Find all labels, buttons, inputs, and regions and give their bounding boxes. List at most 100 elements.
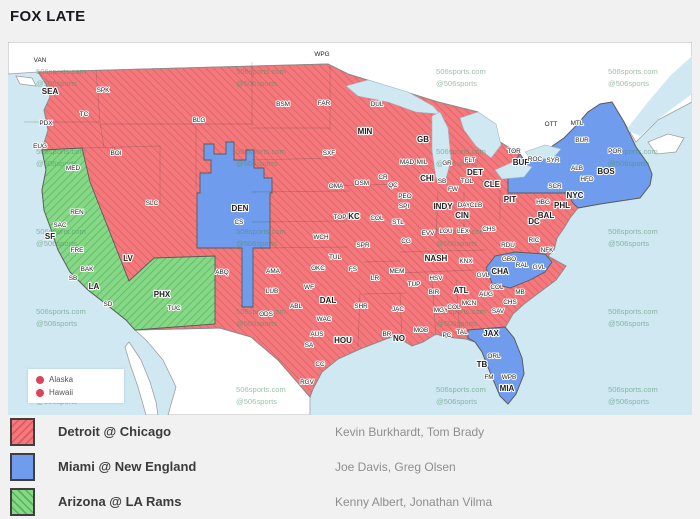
watermark-text: 506sports.com@506sports xyxy=(608,147,658,168)
legend-swatch xyxy=(10,488,35,516)
map-label-jax: JAX xyxy=(483,329,499,338)
map-label-spi: SPI xyxy=(399,203,410,210)
map-label-syr: SYR xyxy=(546,157,560,164)
red-dot-icon xyxy=(36,388,44,397)
map-label-col: COL xyxy=(447,304,461,311)
game-label: Arizona @ LA Rams xyxy=(58,494,182,509)
legend-swatch xyxy=(10,418,35,446)
map-label-sea: SEA xyxy=(42,87,59,96)
map-label-mil: MIL xyxy=(417,159,428,166)
map-label-stl: STL xyxy=(392,219,404,226)
watermarks: 506sports.com @506sports 506sports.com @506… xyxy=(36,67,658,406)
inset-label: Hawaii xyxy=(49,388,74,397)
map-label-tc: TC xyxy=(80,111,89,118)
map-label-rdu: RDU xyxy=(501,242,515,249)
map-label-slc: SLC xyxy=(146,200,159,207)
map-label-lou: LOU xyxy=(439,228,453,235)
map-label-alb: ALB xyxy=(571,165,583,172)
map-label-far: FAR xyxy=(318,100,331,107)
map-label-spk: SPK xyxy=(97,87,111,94)
map-label-mcn: MCN xyxy=(462,300,477,307)
map-label-tup: TUP xyxy=(408,281,421,288)
map-label-shr: SHR xyxy=(354,303,368,310)
map-label-chi: CHI xyxy=(420,174,434,183)
map-label-fm: FM xyxy=(484,374,493,381)
map-label-evv: EVV xyxy=(422,230,436,237)
map-label-sf: SF xyxy=(45,232,55,241)
map-label-den: DEN xyxy=(232,204,249,213)
map-label-cr: CR xyxy=(378,174,388,181)
map-label-peo: PEO xyxy=(398,193,412,200)
map-label-lub: LUB xyxy=(266,288,278,295)
map-label-mem: MEM xyxy=(390,268,405,275)
map-label-dul: DUL xyxy=(371,101,384,108)
announcers-label: Joe Davis, Greg Olsen xyxy=(335,460,456,474)
map-label-bal: BAL xyxy=(538,211,555,220)
map-label-min: MIN xyxy=(358,127,373,136)
inset-row-hawaii: Hawaii xyxy=(36,386,124,399)
region-miami-newengland xyxy=(196,101,653,405)
map-label-wf: WF xyxy=(304,284,314,291)
map-label-nash: NASH xyxy=(425,254,448,263)
map-label-dc: DC xyxy=(528,217,540,226)
watermark-text: 506sports.com@506sports xyxy=(436,67,486,88)
map-label-cle: CLE xyxy=(484,180,501,189)
watermark-text: 506sports.com@506sports xyxy=(36,67,86,88)
legend-swatch xyxy=(10,453,35,481)
map-label-no: NO xyxy=(393,334,405,343)
map-label-mtl: MTL xyxy=(571,120,584,127)
red-dot-icon xyxy=(36,375,44,384)
map-label-sb: SB xyxy=(69,275,78,282)
map-label-cha: CHA xyxy=(491,267,509,276)
game-legend: Detroit @ Chicago Kevin Burkhardt, Tom Br… xyxy=(0,415,700,519)
coverage-map: 506sports.com @506sports 506sports.com @506… xyxy=(8,42,692,415)
watermark-text: 506sports.com@506sports xyxy=(608,227,658,248)
watermark-text: 506sports.com@506sports xyxy=(236,385,286,406)
map-label-chs: CHS xyxy=(482,226,496,233)
map-label-spr: SPR xyxy=(356,242,370,249)
map-label-buf: BUF xyxy=(513,158,530,167)
legend-row: Detroit @ Chicago Kevin Burkhardt, Tom Br… xyxy=(0,415,700,450)
map-label-cin: CIN xyxy=(455,211,469,220)
watermark-text: 506sports.com@506sports xyxy=(436,227,486,248)
page-title: FOX LATE xyxy=(10,8,86,25)
map-label-blg: BLG xyxy=(193,117,206,124)
map-label-mb: MB xyxy=(515,289,525,296)
map-label-wch: WCH xyxy=(313,234,329,241)
city-labels: VAN WPG OTT MTL TOR SEA PDX EUG MED SPK TC BOI BLG BS… xyxy=(32,50,623,394)
map-label-jac: JAC xyxy=(392,306,404,313)
state-borders xyxy=(24,62,501,348)
map-label-bos: BOS xyxy=(597,167,615,176)
game-label: Miami @ New England xyxy=(58,459,197,474)
map-label-hbg: HBG xyxy=(536,199,550,206)
map-label-mad: MAD xyxy=(400,159,415,166)
map-label-gbo: GBO xyxy=(502,256,516,263)
watermark-text: 506sports.com@506sports xyxy=(436,385,486,406)
watermark-text: 506sports.com@506sports xyxy=(36,147,86,168)
map-label-abq: ABQ xyxy=(215,269,229,276)
map-label-gvl: GVL xyxy=(533,264,546,271)
map-label-sxf: SXF xyxy=(323,150,336,157)
map-label-kc: KC xyxy=(348,212,360,221)
map-label-fre: FRE xyxy=(71,247,84,254)
map-label-cc: CC xyxy=(315,361,325,368)
map-label-hou: HOU xyxy=(334,336,352,345)
map-label-gvl: GVL xyxy=(477,272,490,279)
inset-row-alaska: Alaska xyxy=(36,373,124,386)
map-label-tol: TOL xyxy=(461,178,474,185)
map-label-top: TOP xyxy=(333,214,346,221)
map-label-ric: RIC xyxy=(528,237,539,244)
map-label-ren: REN xyxy=(70,209,84,216)
region-arizona-larams xyxy=(41,147,216,331)
map-label-chs: CHS xyxy=(503,299,517,306)
map-label-sac: SAC xyxy=(53,222,67,229)
map-label-van: VAN xyxy=(34,57,47,64)
map-label-wpg: WPG xyxy=(314,51,329,58)
map-label-bak: BAK xyxy=(81,266,95,273)
map-label-scr: SCR xyxy=(548,183,562,190)
map-label-ott: OTT xyxy=(545,121,558,128)
watermark-text: 506sports.com@506sports xyxy=(436,307,486,328)
map-label-nfk: NFK xyxy=(541,247,555,254)
map-label-wpb: WPB xyxy=(502,374,517,381)
